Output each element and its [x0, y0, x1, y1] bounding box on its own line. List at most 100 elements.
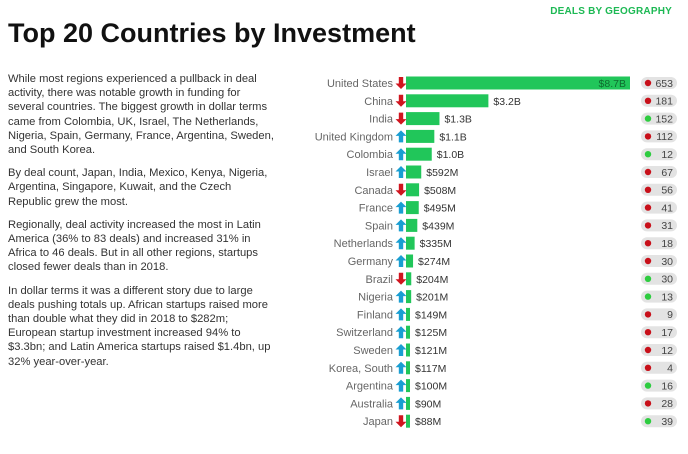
dot-up-icon: [644, 151, 652, 158]
dot-down-icon: [644, 346, 652, 354]
deal-count-pill: [641, 255, 677, 267]
body-text: While most regions experienced a pullbac…: [8, 72, 276, 378]
deal-count-label: 30: [661, 274, 673, 286]
country-label: Sweden: [353, 345, 393, 357]
dot-down-icon: [644, 364, 652, 371]
dot-down-icon: [644, 257, 652, 265]
country-label: Israel: [366, 167, 393, 179]
investment-bar: [406, 272, 412, 286]
investment-bar: [406, 147, 432, 161]
deal-count-label: 16: [661, 380, 673, 392]
country-label: Spain: [365, 220, 393, 232]
paragraph-1: While most regions experienced a pullbac…: [8, 73, 274, 157]
country-label: China: [364, 96, 394, 108]
deal-count-label: 653: [655, 78, 673, 90]
investment-bar: [406, 343, 410, 357]
value-label: $495M: [424, 203, 456, 215]
deal-count-label: 181: [655, 96, 673, 108]
value-label: $201M: [416, 292, 448, 304]
arrow-up-icon: [395, 379, 407, 392]
deal-count-pill: [641, 326, 677, 339]
arrow-up-icon: [395, 308, 407, 321]
deal-count-pill: [641, 308, 677, 321]
investment-bar: [406, 183, 420, 197]
arrow-down-icon: [395, 77, 407, 89]
dot-up-icon: [644, 293, 652, 300]
deal-count-pill: [641, 219, 677, 232]
deal-count-pill: [641, 130, 677, 143]
arrow-down-icon: [395, 112, 407, 125]
country-label: Netherlands: [334, 238, 394, 250]
deal-count-label: 39: [661, 416, 673, 428]
deal-count-label: 112: [656, 131, 673, 143]
value-label: $335M: [420, 238, 452, 250]
paragraph-3: Regionally, deal activity increased the …: [8, 218, 261, 274]
deal-count-pill: [641, 415, 677, 428]
deal-count-pill: [641, 94, 677, 107]
dot-down-icon: [644, 329, 652, 336]
deal-count-label: 13: [661, 291, 673, 303]
dot-down-icon: [644, 240, 652, 247]
country-label: Korea, South: [329, 363, 393, 375]
arrow-up-icon: [395, 361, 407, 374]
dot-down-icon: [644, 400, 652, 407]
deal-count-pill: [641, 166, 677, 178]
value-label: $1.1B: [439, 131, 466, 143]
deal-count-label: 30: [661, 256, 673, 268]
value-label: $204M: [416, 274, 448, 286]
country-label: United States: [327, 78, 394, 90]
country-label: Switzerland: [336, 327, 393, 339]
investment-bar: [406, 414, 410, 428]
arrow-up-icon: [395, 290, 407, 303]
dot-up-icon: [644, 382, 652, 389]
value-label: $88M: [415, 416, 441, 428]
dot-up-icon: [644, 418, 652, 425]
investment-bar: [406, 254, 414, 268]
value-label: $117M: [415, 363, 446, 375]
deal-count-pill: [641, 148, 677, 161]
deal-count-pill: [641, 290, 677, 303]
investment-bar: [406, 129, 435, 143]
deal-count-label: 28: [661, 398, 673, 410]
country-label: Canada: [354, 185, 393, 197]
investment-bar: [406, 325, 410, 339]
deal-count-pill: [641, 272, 677, 285]
value-label: $125M: [415, 327, 447, 339]
value-label: $1.0B: [437, 149, 464, 161]
investment-bar-chart: United States $8.7B 653 China $3.2B 181 India $…: [315, 76, 677, 428]
country-label: Finland: [357, 309, 393, 321]
dot-down-icon: [644, 79, 652, 87]
deal-count-pill: [641, 379, 677, 392]
country-label: Argentina: [346, 381, 394, 393]
deal-count-label: 4: [667, 363, 673, 375]
value-label: $3.2B: [493, 96, 520, 108]
dot-down-icon: [644, 204, 652, 211]
investment-bar: [406, 76, 630, 90]
value-label: $149M: [415, 309, 447, 321]
investment-bar: [406, 396, 410, 410]
investment-bar: [406, 165, 422, 179]
arrow-down-icon: [395, 415, 407, 428]
investment-bar: [406, 236, 415, 250]
deal-count-pill: [641, 361, 677, 374]
arrow-down-icon: [395, 272, 407, 285]
dot-down-icon: [644, 311, 652, 318]
investment-bar: [406, 94, 489, 108]
arrow-down-icon: [395, 183, 407, 196]
deal-count-label: 9: [667, 309, 673, 321]
arrow-up-icon: [395, 326, 407, 339]
dot-down-icon: [644, 133, 652, 140]
investment-bar: [406, 379, 410, 393]
value-label: $1.3B: [444, 114, 471, 126]
investment-bar: [406, 361, 410, 375]
deal-count-pill: [641, 77, 677, 89]
value-label: $508M: [424, 185, 456, 197]
investment-bar: [406, 307, 410, 321]
value-label: $592M: [426, 167, 458, 179]
dot-down-icon: [644, 186, 652, 193]
deal-count-pill: [641, 344, 677, 356]
country-label: Australia: [350, 398, 394, 410]
investment-bar: [406, 290, 412, 304]
deal-count-pill: [641, 183, 677, 196]
arrow-up-icon: [395, 201, 407, 214]
